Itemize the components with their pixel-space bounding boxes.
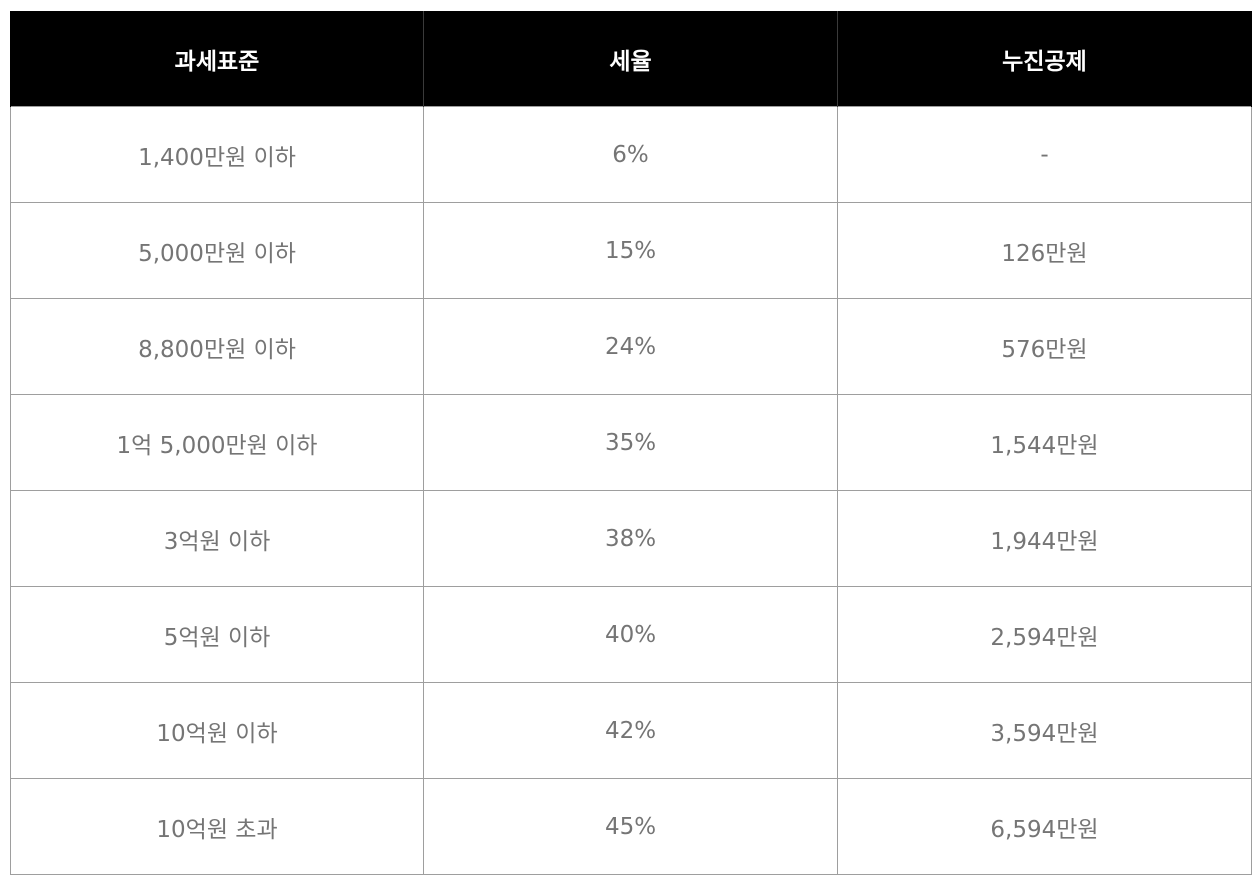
header-tax-base: 과세표준 [10,11,424,107]
cell-tax-base: 10억원 이하 [10,682,424,779]
cell-tax-rate: 42% [423,682,838,779]
table-row: 5억원 이하 40% 2,594만원 [10,586,1252,683]
cell-tax-base: 1,400만원 이하 [10,106,424,203]
table-header-row: 과세표준 세율 누진공제 [10,11,1252,107]
cell-tax-rate: 6% [423,106,838,203]
header-progressive-deduction: 누진공제 [837,11,1252,107]
cell-progressive-deduction: - [837,106,1252,203]
cell-progressive-deduction: 6,594만원 [837,778,1252,875]
table-row: 10억원 이하 42% 3,594만원 [10,682,1252,779]
cell-progressive-deduction: 2,594만원 [837,586,1252,683]
tax-rate-table: 과세표준 세율 누진공제 1,400만원 이하 6% - 5,000만원 이하 … [10,11,1252,875]
table-row: 1억 5,000만원 이하 35% 1,544만원 [10,394,1252,491]
cell-tax-base: 8,800만원 이하 [10,298,424,395]
cell-tax-base: 5,000만원 이하 [10,202,424,299]
cell-tax-rate: 38% [423,490,838,587]
table-row: 10억원 초과 45% 6,594만원 [10,778,1252,875]
cell-progressive-deduction: 576만원 [837,298,1252,395]
cell-tax-base: 1억 5,000만원 이하 [10,394,424,491]
cell-tax-rate: 45% [423,778,838,875]
cell-tax-rate: 40% [423,586,838,683]
cell-tax-base: 5억원 이하 [10,586,424,683]
table-row: 1,400만원 이하 6% - [10,106,1252,203]
table-row: 5,000만원 이하 15% 126만원 [10,202,1252,299]
cell-tax-rate: 24% [423,298,838,395]
cell-tax-base: 10억원 초과 [10,778,424,875]
cell-tax-rate: 15% [423,202,838,299]
header-tax-rate: 세율 [423,11,838,107]
cell-tax-rate: 35% [423,394,838,491]
table-row: 3억원 이하 38% 1,944만원 [10,490,1252,587]
cell-progressive-deduction: 1,944만원 [837,490,1252,587]
cell-progressive-deduction: 126만원 [837,202,1252,299]
cell-progressive-deduction: 1,544만원 [837,394,1252,491]
cell-tax-base: 3억원 이하 [10,490,424,587]
cell-progressive-deduction: 3,594만원 [837,682,1252,779]
table-row: 8,800만원 이하 24% 576만원 [10,298,1252,395]
